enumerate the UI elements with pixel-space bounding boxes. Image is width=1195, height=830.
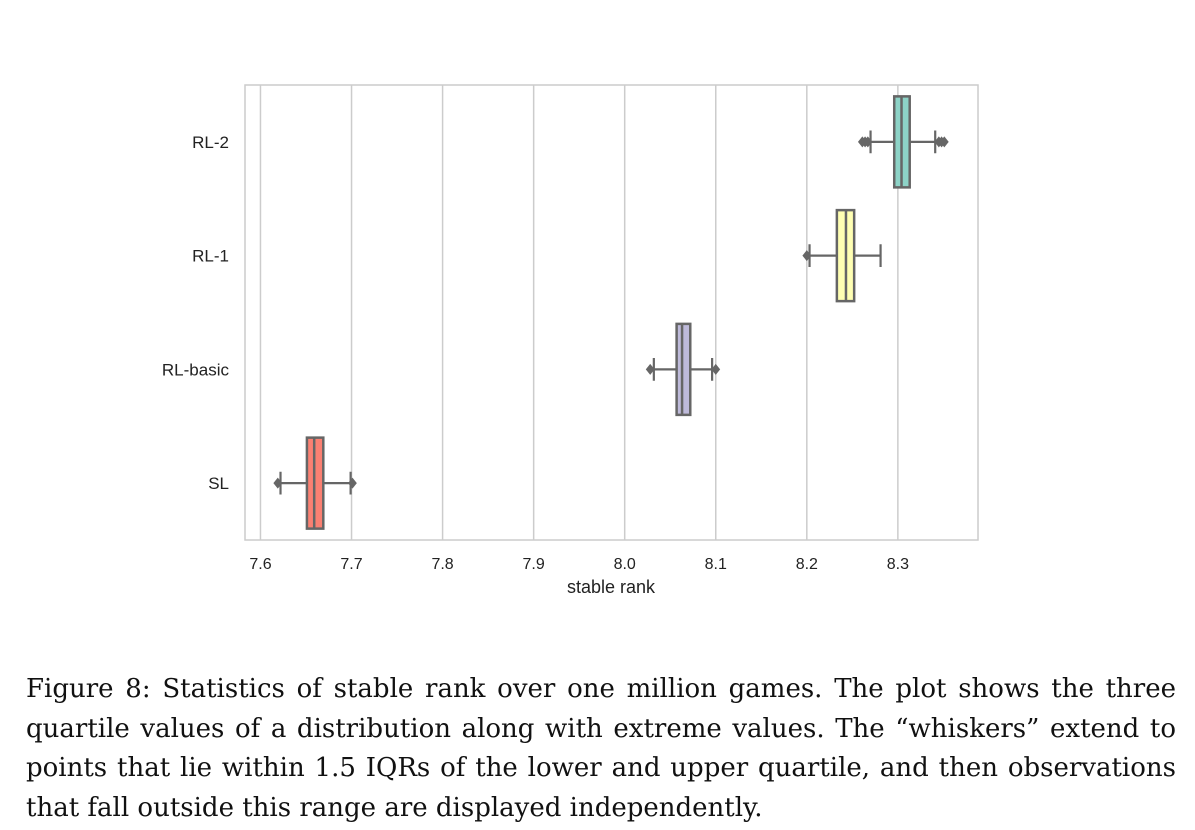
x-tick-label: 7.9 (523, 556, 545, 573)
box-rl-2 (857, 95, 949, 189)
box-rl-basic (645, 322, 721, 417)
stable-rank-boxplot: 7.6 7.7 7.8 7.9 8.0 8.1 8.2 8.3 RL-2 RL-1 RL-basi… (162, 84, 979, 597)
box-rl-1 (802, 208, 882, 303)
grid-lines (259, 85, 899, 540)
x-tick-label: 8.3 (887, 556, 909, 573)
outlier-point (802, 250, 812, 262)
x-tick-labels: 7.6 7.7 7.8 7.9 8.0 8.1 8.2 8.3 (249, 556, 909, 573)
outlier-point (939, 136, 949, 148)
x-tick-label: 8.2 (796, 556, 818, 573)
y-category-label: RL-basic (162, 360, 230, 379)
x-tick-label: 7.8 (431, 556, 453, 573)
y-category-label: SL (208, 474, 229, 493)
y-category-label: RL-2 (192, 133, 229, 152)
box-iqr (675, 322, 692, 417)
outlier-point (348, 477, 357, 489)
outlier-point (645, 363, 655, 375)
outlier-point (273, 477, 283, 489)
box-series (273, 95, 949, 530)
outlier-point (863, 136, 873, 148)
x-tick-label: 8.0 (614, 556, 636, 573)
x-tick-label: 8.1 (705, 556, 727, 573)
box-sl (273, 436, 357, 530)
x-axis-label: stable rank (567, 577, 656, 597)
y-category-label: RL-1 (192, 247, 229, 266)
x-tick-label: 7.7 (340, 556, 362, 573)
figure-caption: Figure 8: Statistics of stable rank over… (26, 674, 1176, 823)
outlier-point (711, 363, 721, 375)
y-category-labels: RL-2 RL-1 RL-basic SL (162, 133, 230, 493)
plot-frame (244, 84, 979, 541)
x-tick-label: 7.6 (249, 556, 271, 573)
